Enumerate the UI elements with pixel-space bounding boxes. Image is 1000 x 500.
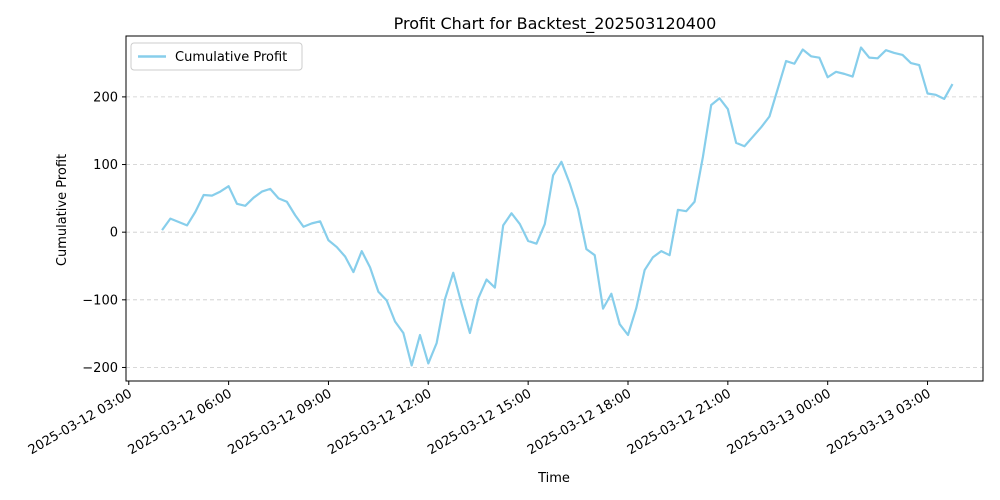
- x-tick-label: 2025-03-12 18:00: [525, 386, 634, 458]
- y-axis-ticks: −200 −100 0 100 200: [82, 90, 126, 376]
- x-axis-label: Time: [537, 471, 570, 486]
- series-line-cumulative-profit: [161, 46, 954, 367]
- chart-title: Profit Chart for Backtest_202503120400: [394, 14, 717, 34]
- x-tick-label: 2025-03-12 21:00: [625, 386, 734, 458]
- plot-area-frame: [125, 35, 984, 382]
- x-tick-label: 2025-03-12 03:00: [26, 386, 135, 458]
- x-tick-label: 2025-03-12 09:00: [226, 386, 335, 458]
- y-axis-label: Cumulative Profit: [55, 154, 70, 266]
- y-tick-label: 100: [93, 158, 118, 173]
- y-tick-label: 0: [110, 226, 118, 241]
- y-tick-label: −200: [82, 361, 118, 376]
- y-tick-label: 200: [93, 90, 118, 105]
- legend: Cumulative Profit: [130, 42, 303, 71]
- legend-box: [130, 42, 303, 71]
- series-layer: [161, 46, 954, 367]
- x-tick-label: 2025-03-12 06:00: [126, 386, 235, 458]
- x-tick-label: 2025-03-12 15:00: [425, 386, 534, 458]
- y-gridlines: [126, 96, 983, 368]
- y-tick-label: −100: [82, 293, 118, 308]
- legend-label-cumulative-profit: Cumulative Profit: [175, 50, 287, 65]
- x-tick-label: 2025-03-13 00:00: [725, 386, 834, 458]
- x-tick-label: 2025-03-12 12:00: [325, 386, 434, 458]
- x-tick-label: 2025-03-13 03:00: [825, 386, 934, 458]
